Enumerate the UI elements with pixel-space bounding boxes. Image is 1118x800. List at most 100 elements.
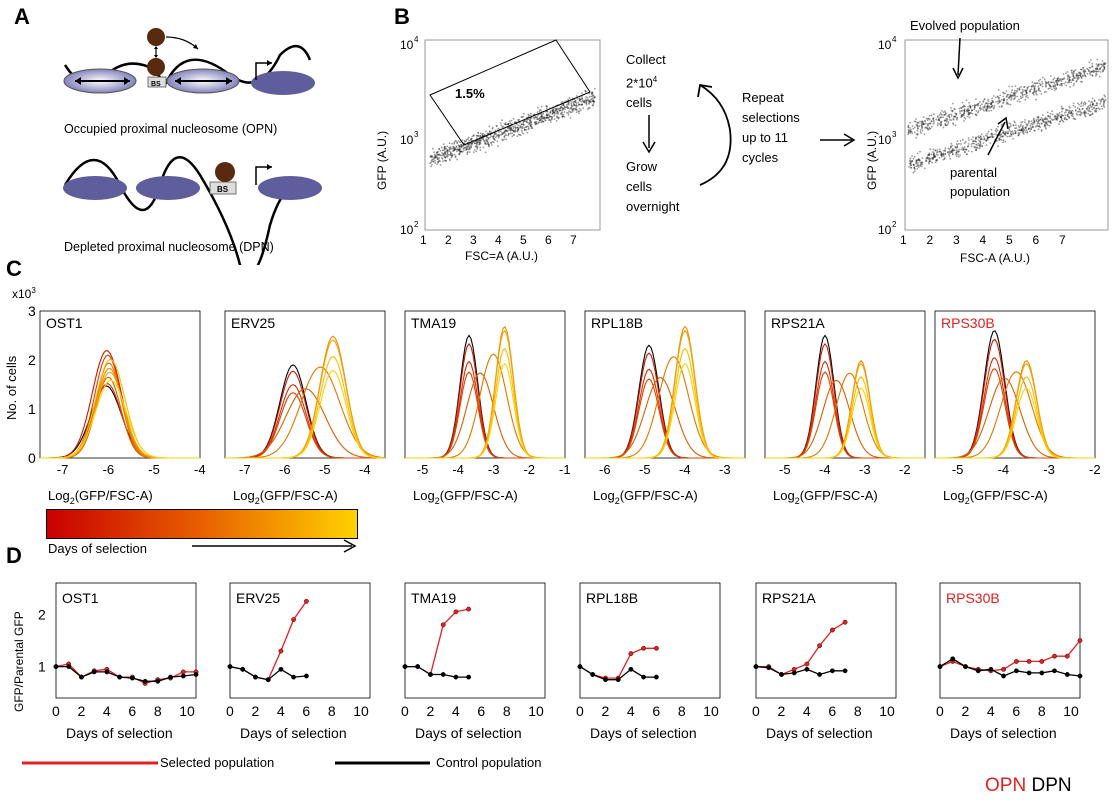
evolved-point [1094, 68, 1097, 70]
parental-point [958, 148, 961, 151]
scatter-x-tick: 7 [570, 233, 577, 247]
evolved-point [978, 107, 981, 110]
parental-point [1102, 98, 1105, 101]
scatter-point [429, 155, 432, 158]
evolved-point [968, 109, 971, 111]
scatter-point [460, 144, 463, 146]
scatter-point [585, 96, 587, 98]
scatter-point [475, 137, 478, 140]
parental-point [954, 146, 956, 148]
scatter-point [519, 126, 521, 129]
scatter-point [554, 109, 557, 112]
scatter-point [433, 156, 436, 159]
scatter-point [461, 150, 464, 153]
scatter-point [445, 155, 448, 158]
scatter-y-tick: 10 [400, 38, 414, 52]
parental-point [1046, 111, 1049, 114]
scatter-point [433, 157, 436, 160]
evolved-point [1080, 80, 1082, 83]
scatter-point [501, 132, 503, 135]
parental-point [1000, 125, 1003, 127]
parental-point [1053, 116, 1056, 118]
parental-point [932, 157, 934, 160]
evolved-point [1056, 79, 1059, 82]
evolved-point [929, 127, 932, 130]
scatter-point [487, 137, 490, 140]
parental-point [1033, 119, 1036, 122]
scatter-point [509, 130, 512, 132]
parental-point [1021, 129, 1023, 132]
scatter-point [566, 111, 568, 114]
scatter-point [453, 148, 456, 151]
scatter-point [529, 119, 531, 122]
evolved-point [1069, 76, 1071, 79]
evolved-point [973, 105, 976, 108]
parental-point [947, 147, 950, 150]
scatter-point [520, 126, 523, 129]
evolved-point [1091, 74, 1094, 77]
scatter-point [556, 115, 558, 118]
scatter-point [467, 145, 469, 148]
evolved-point [1099, 71, 1102, 73]
parental-point [979, 141, 982, 144]
control-point [428, 672, 433, 677]
scatter-point [482, 132, 484, 135]
scatter-point [465, 148, 468, 151]
evolved-point [1036, 93, 1038, 96]
evolved-point [915, 136, 918, 139]
control-point [1001, 673, 1006, 679]
parental-point [1008, 128, 1011, 131]
evolved-point [1021, 91, 1024, 94]
parental-point [919, 161, 922, 164]
scatter-point [456, 141, 459, 144]
parental-point [1064, 116, 1066, 119]
evolved-point [910, 128, 912, 131]
parental-point [1012, 124, 1015, 127]
scatter-point [591, 100, 594, 102]
parental-point [915, 163, 917, 165]
hist-x-label: Log2(GFP/FSC-A) [593, 488, 698, 506]
parental-point [979, 144, 981, 147]
scatter-point [456, 150, 458, 153]
evolved-point [930, 120, 933, 123]
parental-point [1044, 117, 1047, 120]
parental-point [1102, 103, 1105, 106]
scatter-point [590, 98, 593, 100]
parental-point [1030, 122, 1032, 125]
parental-point [1070, 111, 1073, 114]
parental-point [973, 142, 975, 145]
scatter-point [584, 90, 587, 92]
evolved-point [940, 121, 942, 124]
scatter-point [552, 109, 554, 111]
evolved-point [921, 129, 924, 132]
evolved-point [1101, 60, 1104, 62]
evolved-point [916, 121, 919, 124]
scatter-point [483, 133, 486, 136]
scatter-point [430, 159, 433, 162]
scatter-point [593, 101, 595, 103]
scatter-point [472, 134, 475, 137]
scatter-point [592, 100, 594, 102]
scatter-point [562, 113, 565, 116]
parental-point [1086, 107, 1089, 109]
parental-point [1082, 102, 1085, 105]
parental-point [1098, 99, 1100, 101]
scatter-point [467, 143, 470, 146]
evolved-point [967, 105, 969, 108]
evolved-point [971, 109, 973, 112]
evolved-point [1096, 67, 1098, 70]
control-point [278, 666, 284, 672]
evolved-point [1065, 84, 1068, 87]
evolved-point [1044, 85, 1047, 88]
parental-point [1028, 120, 1030, 123]
evolved-point [961, 113, 964, 116]
parental-point [1038, 120, 1040, 122]
scatter-point [586, 96, 589, 99]
scatter-point [518, 118, 521, 121]
scatter-point [479, 135, 482, 137]
scatter-point [529, 124, 531, 127]
parental-point [1000, 135, 1003, 137]
evolved-point [1053, 81, 1055, 84]
scatter-point [540, 115, 543, 118]
